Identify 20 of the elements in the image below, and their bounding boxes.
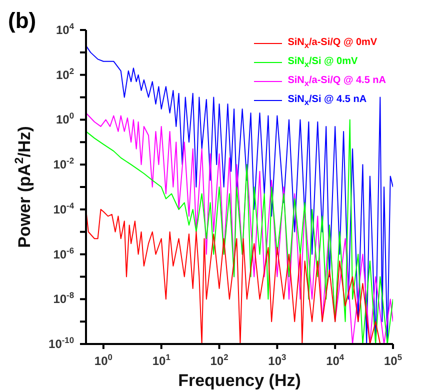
x-tick-label: 10$^{5}$ <box>384 352 402 368</box>
x-tick-label: 10$^{0}$ <box>94 352 113 368</box>
y-tick-label: 10$^{-2}$ <box>53 156 74 172</box>
y-tick-label: 10$^{-6}$ <box>53 245 74 262</box>
y-tick-label: 10$^{-8}$ <box>53 290 74 306</box>
x-axis-title: Frequency (Hz) <box>178 371 301 390</box>
y-tick-label: 10$^{4}$ <box>56 21 74 37</box>
legend-label: SiN$_{x}$/Si @ 0mV <box>288 56 358 69</box>
y-tick-label: 10$^{-10}$ <box>48 335 74 351</box>
y-tick-label: 10$^{0}$ <box>56 110 74 127</box>
chart-title: (b) <box>8 8 36 34</box>
x-tick-label: 10$^{3}$ <box>268 352 287 368</box>
legend-label: SiN$_{x}$/Si @ 4.5 nA <box>288 94 367 107</box>
legend-label: SiN$_{x}$/a-Si/Q @ 4.5 nA <box>288 75 386 88</box>
x-tick-label: 10$^{2}$ <box>210 352 229 368</box>
legend-label: SiN$_{x}$/a-Si/Q @ 0mV <box>288 37 378 50</box>
x-tick-label: 10$^{1}$ <box>152 352 171 368</box>
x-tick-label: 10$^{4}$ <box>326 352 344 368</box>
y-tick-label: 10$^{2}$ <box>56 66 74 82</box>
y-tick-label: 10$^{-4}$ <box>53 200 74 216</box>
